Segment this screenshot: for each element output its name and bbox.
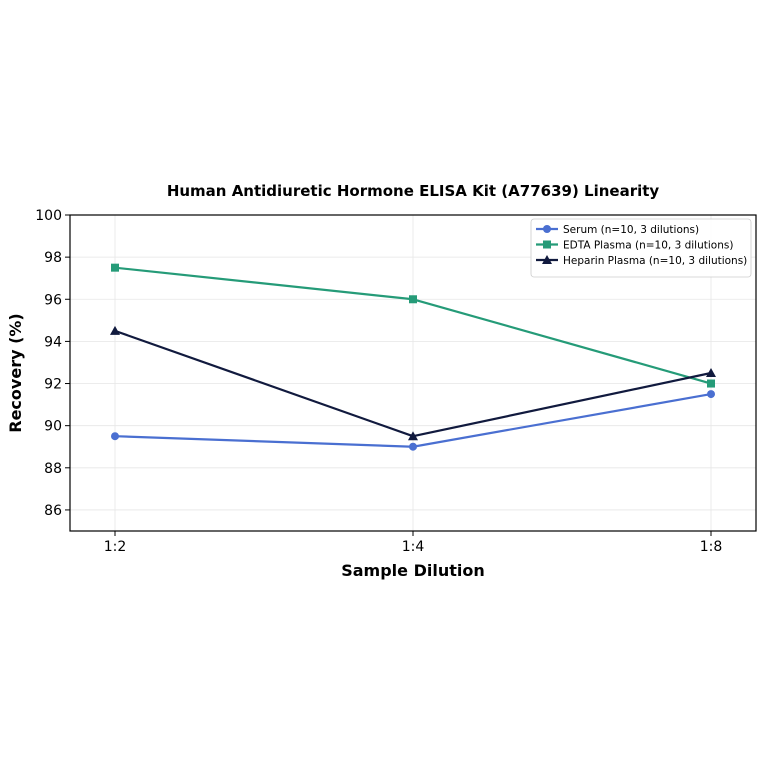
x-axis-label: Sample Dilution: [341, 561, 485, 580]
legend-label: EDTA Plasma (n=10, 3 dilutions): [563, 240, 733, 252]
legend-swatch-marker: [543, 240, 551, 249]
y-tick-label: 90: [44, 419, 62, 435]
legend-box: [530, 218, 752, 278]
y-axis-label: Recovery (%): [6, 313, 25, 432]
data-point-marker: [707, 379, 715, 388]
legend-label: Heparin Plasma (n=10, 3 dilutions): [563, 255, 747, 267]
y-tick-label: 94: [44, 334, 62, 350]
data-point-marker: [111, 263, 119, 272]
x-axis: 1:2 1:4 1:8: [104, 531, 723, 555]
x-tick-label: 1:4: [402, 539, 425, 555]
y-tick-label: 88: [44, 461, 62, 477]
series-2: [111, 263, 715, 388]
legend-swatch-marker: [543, 225, 551, 233]
y-tick-label: 86: [44, 503, 62, 519]
legend-swatch-marker: [542, 255, 552, 264]
y-tick-label: 92: [44, 377, 62, 393]
series-3: [110, 325, 716, 441]
legend-label: Serum (n=10, 3 dilutions): [563, 224, 699, 236]
x-tick-label: 1:2: [104, 539, 127, 555]
y-tick-label: 98: [44, 250, 62, 266]
data-point-marker: [706, 368, 716, 377]
legend: Serum (n=10, 3 dilutions) EDTA Plasma (n=…: [530, 218, 752, 278]
series-1: [111, 390, 715, 451]
data-point-marker: [409, 295, 417, 304]
data-point-marker: [111, 432, 119, 441]
data-point-marker: [707, 390, 715, 399]
chart-title: Human Antidiuretic Hormone ELISA Kit (A7…: [167, 182, 660, 200]
data-point-marker: [408, 431, 418, 441]
data-point-marker: [409, 442, 417, 451]
y-axis: 86 88 90 92 94 96 98 100: [35, 208, 70, 519]
y-tick-label: 96: [44, 292, 62, 308]
data-point-marker: [110, 325, 120, 335]
y-tick-label: 100: [35, 208, 62, 224]
x-tick-label: 1:8: [700, 539, 723, 555]
series-layer: [110, 263, 716, 451]
